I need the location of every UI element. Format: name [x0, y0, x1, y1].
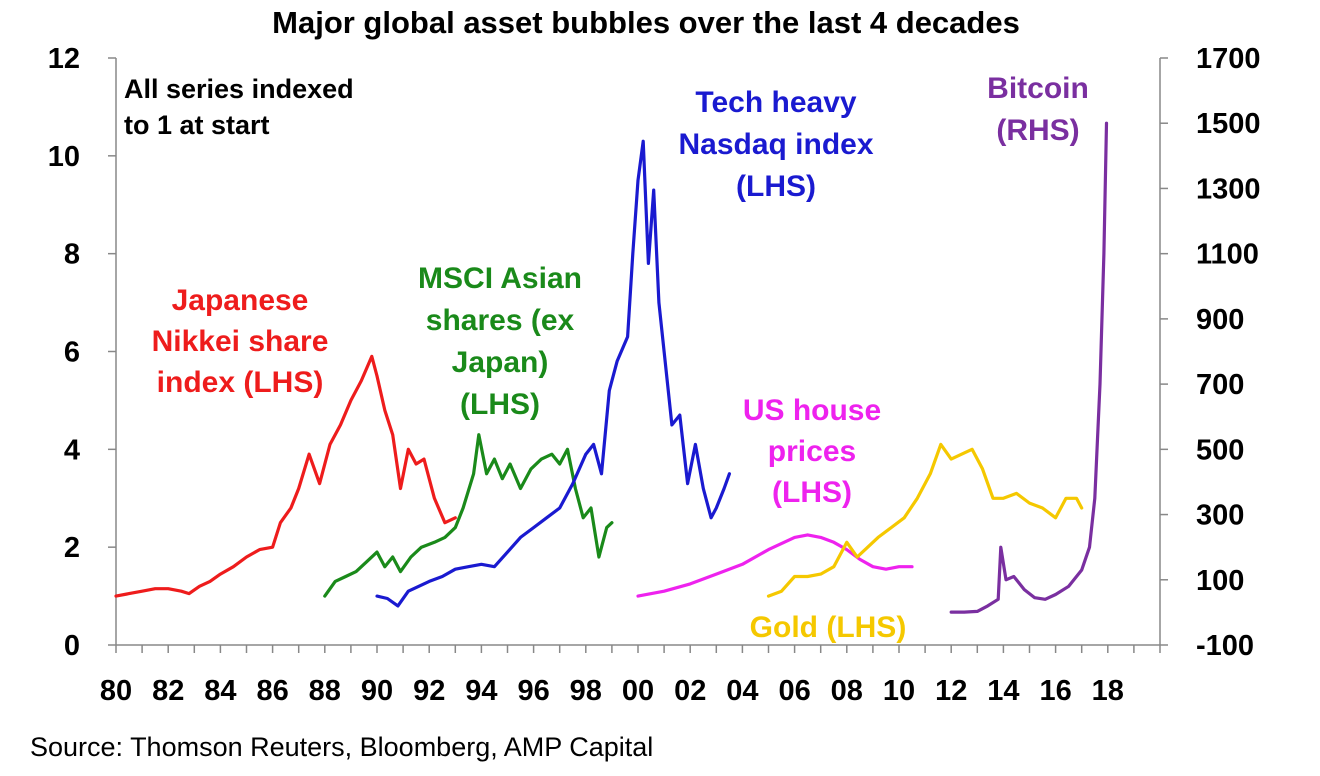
x-tick-label: 98 — [570, 675, 602, 707]
series-label-msci-asian-shares-ex-japan-lhs: MSCI Asian — [418, 262, 582, 295]
x-tick-label: 96 — [517, 675, 549, 707]
right-tick-label: 900 — [1196, 304, 1244, 336]
left-tick-label: 8 — [64, 239, 80, 271]
note-line-1: All series indexed — [124, 74, 354, 104]
left-tick-label: 0 — [64, 630, 80, 662]
chart-title: Major global asset bubbles over the last… — [272, 5, 1020, 40]
series-label-tech-heavy-nasdaq-index-lhs: Tech heavy — [695, 86, 857, 119]
series-line-bitcoin-rhs — [949, 121, 1109, 614]
series-line-us-house-prices-lhs — [636, 533, 914, 598]
right-tick-label: 500 — [1196, 434, 1244, 466]
series-label-us-house-prices-lhs: prices — [768, 435, 856, 468]
series-line-msci-asian-shares-ex-japan-lhs — [323, 433, 614, 598]
left-tick-label: 4 — [64, 434, 80, 466]
series-label-msci-asian-shares-ex-japan-lhs: Japan) — [452, 346, 549, 379]
x-tick-label: 06 — [778, 675, 810, 707]
x-tick-label: 84 — [204, 675, 236, 707]
x-tick-label: 10 — [883, 675, 915, 707]
series-label-japanese-nikkei-share-index-lhs: Nikkei share — [152, 325, 329, 358]
x-tick-label: 94 — [465, 675, 497, 707]
x-tick-label: 00 — [622, 675, 654, 707]
x-tick-label: 86 — [256, 675, 288, 707]
right-tick-label: 1300 — [1196, 173, 1261, 205]
right-tick-label: 700 — [1196, 369, 1244, 401]
x-tick-label: 90 — [361, 675, 393, 707]
series-lines — [114, 121, 1109, 614]
left-tick-label: 10 — [48, 141, 80, 173]
series-line-gold-lhs — [766, 442, 1084, 598]
source-note: Source: Thomson Reuters, Bloomberg, AMP … — [30, 732, 653, 762]
x-tick-label: 16 — [1039, 675, 1071, 707]
series-label-bitcoin-rhs: Bitcoin — [987, 72, 1089, 105]
x-tick-label: 12 — [935, 675, 967, 707]
x-tick-label: 88 — [309, 675, 341, 707]
series-label-gold-lhs: Gold (LHS) — [750, 611, 907, 644]
right-tick-label: 1500 — [1196, 108, 1261, 140]
left-tick-label: 6 — [64, 337, 80, 369]
x-tick-label: 14 — [987, 675, 1019, 707]
left-tick-label: 2 — [64, 532, 80, 564]
series-label-msci-asian-shares-ex-japan-lhs: (LHS) — [460, 388, 540, 421]
series-label-tech-heavy-nasdaq-index-lhs: Nasdaq index — [678, 128, 873, 161]
right-tick-label: 1100 — [1196, 239, 1259, 271]
x-tick-label: 92 — [413, 675, 445, 707]
series-label-us-house-prices-lhs: US house — [743, 394, 881, 427]
right-tick-label: 100 — [1196, 565, 1244, 597]
series-label-us-house-prices-lhs: (LHS) — [772, 476, 852, 509]
x-tick-label: 04 — [726, 675, 758, 707]
axes: 024681012-100100300500700900110013001500… — [48, 43, 1261, 707]
x-tick-label: 82 — [152, 675, 184, 707]
series-label-japanese-nikkei-share-index-lhs: index (LHS) — [157, 366, 324, 399]
left-tick-label: 12 — [48, 43, 80, 75]
x-tick-label: 02 — [674, 675, 706, 707]
series-labels: Japanese Nikkei share index (LHS) MSCI Asia… — [152, 72, 1089, 644]
series-label-tech-heavy-nasdaq-index-lhs: (LHS) — [736, 170, 816, 203]
series-label-bitcoin-rhs: (RHS) — [996, 114, 1079, 147]
right-tick-label: -100 — [1196, 630, 1254, 662]
series-line-japanese-nikkei-share-index-lhs — [114, 354, 457, 598]
series-label-msci-asian-shares-ex-japan-lhs: shares (ex — [426, 304, 575, 337]
x-tick-label: 08 — [831, 675, 863, 707]
series-line-tech-heavy-nasdaq-index-lhs — [375, 139, 731, 608]
x-tick-label: 18 — [1092, 675, 1124, 707]
series-label-japanese-nikkei-share-index-lhs: Japanese — [172, 284, 309, 317]
right-tick-label: 300 — [1196, 500, 1244, 532]
note-line-2: to 1 at start — [124, 110, 270, 140]
right-tick-label: 1700 — [1196, 43, 1261, 75]
x-tick-label: 80 — [100, 675, 132, 707]
